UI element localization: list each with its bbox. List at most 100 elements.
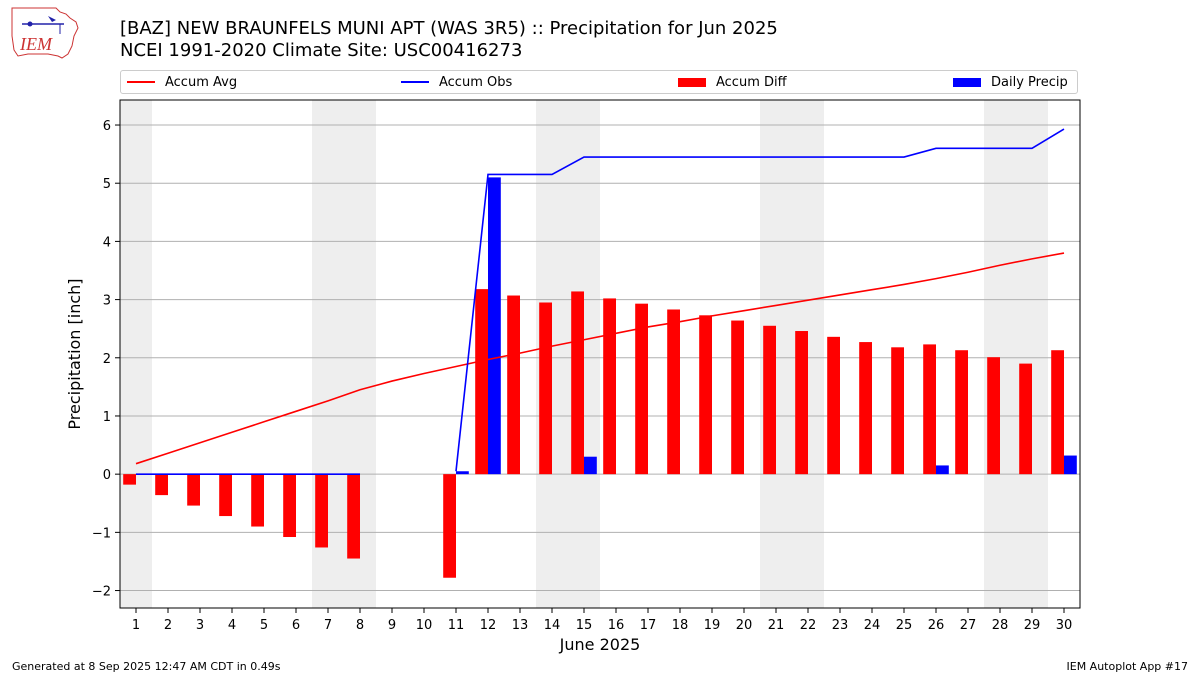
weekend-band-4 — [984, 100, 1048, 608]
iem-logo: IEM — [11, 7, 79, 59]
y-tick-label--2: −2 — [92, 585, 111, 600]
bar-daily-precip-day-26 — [936, 465, 949, 475]
legend-item-accum-obs: Accum Obs — [401, 71, 512, 93]
x-tick-label-25: 25 — [896, 618, 913, 633]
legend-item-accum-diff: Accum Diff — [678, 71, 787, 93]
legend-item-daily-precip: Daily Precip — [953, 71, 1068, 93]
x-tick-label-7: 7 — [324, 618, 332, 633]
bar-accum-diff-day-5 — [251, 474, 264, 527]
legend-swatch-accum-obs — [401, 81, 429, 83]
x-tick-label-23: 23 — [832, 618, 849, 633]
bar-accum-diff-day-25 — [891, 347, 904, 475]
x-tick-label-22: 22 — [800, 618, 817, 633]
bar-accum-diff-day-11 — [443, 474, 456, 578]
y-tick-label-2: 2 — [103, 352, 111, 367]
legend-swatch-daily-precip — [953, 77, 981, 87]
bar-accum-diff-day-27 — [955, 350, 968, 475]
x-tick-label-4: 4 — [228, 618, 236, 633]
bar-accum-diff-day-17 — [635, 303, 648, 475]
x-tick-label-8: 8 — [356, 618, 364, 633]
y-axis-label: Precipitation [inch] — [65, 278, 84, 429]
y-tick-label-4: 4 — [103, 235, 111, 250]
bar-accum-diff-day-20 — [731, 320, 744, 475]
x-tick-label-15: 15 — [576, 618, 593, 633]
legend-swatch-accum-avg — [127, 81, 155, 83]
line-accum-obs-seg-1 — [455, 128, 1065, 472]
legend-swatch-accum-diff — [678, 77, 706, 87]
x-tick-label-29: 29 — [1024, 618, 1041, 633]
x-tick-label-9: 9 — [388, 618, 396, 633]
bar-accum-diff-day-24 — [859, 342, 872, 475]
legend-label-daily-precip: Daily Precip — [991, 74, 1068, 90]
x-tick-label-10: 10 — [416, 618, 433, 633]
legend-label-accum-diff: Accum Diff — [716, 74, 787, 90]
bar-accum-diff-day-23 — [827, 336, 840, 475]
legend-label-accum-avg: Accum Avg — [165, 74, 238, 90]
bar-accum-diff-day-1 — [123, 474, 136, 485]
bar-accum-diff-day-4 — [219, 474, 232, 517]
chart-subtitle: NCEI 1991-2020 Climate Site: USC00416273 — [120, 40, 523, 61]
y-tick-label-0: 0 — [103, 468, 111, 483]
bar-accum-diff-day-7 — [315, 474, 328, 548]
y-tick-label-5: 5 — [103, 177, 111, 192]
bar-accum-diff-day-3 — [187, 474, 200, 506]
bar-accum-diff-day-16 — [603, 298, 616, 475]
weekend-band-0 — [120, 100, 152, 608]
bar-accum-diff-day-12 — [475, 289, 488, 475]
x-tick-label-27: 27 — [960, 618, 977, 633]
bar-accum-diff-day-15 — [571, 291, 584, 475]
bar-accum-diff-day-18 — [667, 309, 680, 475]
y-tick-label-3: 3 — [103, 294, 111, 309]
x-tick-label-30: 30 — [1056, 618, 1073, 633]
bar-accum-diff-day-21 — [763, 325, 776, 475]
x-tick-label-13: 13 — [512, 618, 529, 633]
x-tick-label-3: 3 — [196, 618, 204, 633]
x-tick-label-5: 5 — [260, 618, 268, 633]
legend-label-accum-obs: Accum Obs — [439, 74, 513, 90]
bar-accum-diff-day-13 — [507, 295, 520, 475]
bar-accum-diff-day-29 — [1019, 363, 1032, 475]
y-tick-label-6: 6 — [103, 119, 111, 134]
footer-app: IEM Autoplot App #17 — [1066, 660, 1189, 673]
x-tick-label-16: 16 — [608, 618, 625, 633]
x-tick-label-17: 17 — [640, 618, 657, 633]
x-tick-label-2: 2 — [164, 618, 172, 633]
lines — [135, 128, 1065, 475]
x-tick-label-19: 19 — [704, 618, 721, 633]
line-accum-avg-seg-0 — [135, 252, 1065, 465]
x-tick-label-24: 24 — [864, 618, 881, 633]
x-tick-label-20: 20 — [736, 618, 753, 633]
bar-daily-precip-day-30 — [1064, 455, 1077, 475]
bar-accum-diff-day-2 — [155, 474, 168, 496]
plot-frame — [119, 99, 1081, 609]
x-tick-label-14: 14 — [544, 618, 561, 633]
bar-daily-precip-day-12 — [488, 177, 501, 475]
x-tick-label-12: 12 — [480, 618, 497, 633]
weekend-shading — [120, 100, 1048, 608]
y-tick-label--1: −1 — [92, 526, 111, 541]
legend-item-accum-avg: Accum Avg — [127, 71, 237, 93]
y-tick-label-1: 1 — [103, 410, 111, 425]
x-tick-label-6: 6 — [292, 618, 300, 633]
bar-daily-precip-day-15 — [584, 456, 597, 475]
footer-generated: Generated at 8 Sep 2025 12:47 AM CDT in … — [12, 660, 281, 673]
bar-accum-diff-day-22 — [795, 331, 808, 475]
bar-daily-precip-day-11 — [456, 471, 469, 475]
x-tick-label-21: 21 — [768, 618, 785, 633]
x-axis-label: June 2025 — [559, 635, 641, 654]
x-tick-label-28: 28 — [992, 618, 1009, 633]
legend: Accum Avg Accum Obs Accum Diff Daily Pre… — [120, 70, 1078, 94]
bar-accum-diff-day-14 — [539, 302, 552, 475]
bar-accum-diff-day-8 — [347, 474, 360, 559]
x-tick-label-11: 11 — [448, 618, 465, 633]
bar-accum-diff-day-30 — [1051, 350, 1064, 475]
chart-title: [BAZ] NEW BRAUNFELS MUNI APT (WAS 3R5) :… — [120, 18, 778, 39]
x-tick-label-26: 26 — [928, 618, 945, 633]
bar-accum-diff-day-26 — [923, 344, 936, 475]
bar-accum-diff-day-6 — [283, 474, 296, 538]
x-tick-label-1: 1 — [132, 618, 140, 633]
logo-text: IEM — [19, 34, 53, 54]
bars — [123, 177, 1077, 578]
